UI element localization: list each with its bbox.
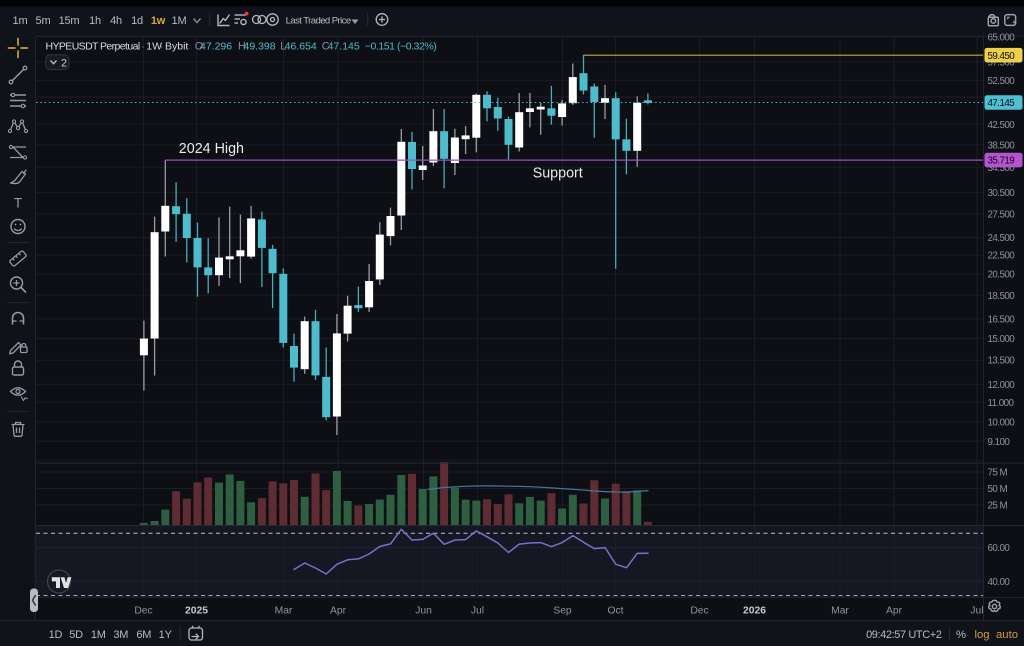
svg-text:HYPEUSDT Perpetual: HYPEUSDT Perpetual bbox=[46, 40, 140, 52]
svg-text:6M: 6M bbox=[136, 629, 151, 641]
svg-text:Dec: Dec bbox=[690, 606, 708, 617]
svg-text:Sep: Sep bbox=[553, 606, 572, 617]
svg-text:25 M: 25 M bbox=[988, 501, 1008, 512]
svg-text:log: log bbox=[974, 629, 989, 641]
svg-text:Apr: Apr bbox=[886, 606, 903, 617]
svg-text:47.145: 47.145 bbox=[988, 98, 1016, 109]
svg-text:1M: 1M bbox=[172, 15, 187, 27]
svg-text:·: · bbox=[141, 40, 145, 52]
svg-text:30.500: 30.500 bbox=[988, 188, 1016, 199]
svg-text:Last Traded Price: Last Traded Price bbox=[286, 15, 351, 26]
svg-text:%: % bbox=[956, 629, 966, 641]
svg-text:47.145: 47.145 bbox=[328, 40, 360, 52]
svg-text:Oct: Oct bbox=[607, 606, 623, 617]
svg-text:50 M: 50 M bbox=[988, 484, 1008, 495]
svg-text:13.500: 13.500 bbox=[988, 356, 1016, 367]
svg-text:57.500: 57.500 bbox=[988, 57, 1016, 68]
svg-text:1h: 1h bbox=[89, 15, 101, 27]
svg-text:40.00: 40.00 bbox=[988, 577, 1011, 588]
svg-text:22.500: 22.500 bbox=[988, 251, 1016, 262]
svg-text:auto: auto bbox=[996, 629, 1018, 641]
svg-text:42.500: 42.500 bbox=[988, 120, 1016, 131]
svg-text:Jun: Jun bbox=[415, 606, 432, 617]
svg-text:75 M: 75 M bbox=[988, 468, 1008, 479]
svg-text:L: L bbox=[280, 40, 286, 52]
svg-text:Apr: Apr bbox=[330, 606, 347, 617]
svg-text:Dec: Dec bbox=[134, 606, 152, 617]
svg-text:59.450: 59.450 bbox=[988, 51, 1016, 62]
svg-text:3M: 3M bbox=[113, 629, 128, 641]
svg-text:2: 2 bbox=[61, 57, 67, 69]
svg-text:52.500: 52.500 bbox=[988, 76, 1016, 87]
svg-text:27.500: 27.500 bbox=[988, 209, 1016, 220]
svg-text:46.654: 46.654 bbox=[285, 40, 317, 52]
svg-text:1W: 1W bbox=[146, 40, 162, 52]
svg-text:·: · bbox=[160, 40, 164, 52]
svg-text:1m: 1m bbox=[13, 15, 28, 27]
svg-text:Mar: Mar bbox=[275, 606, 293, 617]
svg-text:49.398: 49.398 bbox=[244, 40, 276, 52]
svg-text:2026: 2026 bbox=[743, 606, 766, 617]
svg-text:34.500: 34.500 bbox=[988, 163, 1016, 174]
svg-text:24.500: 24.500 bbox=[988, 233, 1016, 244]
svg-text:20.500: 20.500 bbox=[988, 270, 1016, 281]
svg-text:Jul: Jul bbox=[471, 606, 484, 617]
svg-text:10.000: 10.000 bbox=[988, 417, 1016, 428]
svg-text:11.000: 11.000 bbox=[988, 398, 1015, 409]
svg-text:C: C bbox=[322, 40, 330, 52]
svg-text:4h: 4h bbox=[110, 15, 122, 27]
svg-text:Mar: Mar bbox=[831, 606, 849, 617]
svg-text:15.000: 15.000 bbox=[988, 334, 1016, 345]
svg-text:1Y: 1Y bbox=[159, 629, 173, 641]
svg-text:T: T bbox=[14, 196, 22, 211]
svg-text:65.000: 65.000 bbox=[988, 32, 1016, 43]
svg-text:1D: 1D bbox=[49, 629, 63, 641]
svg-text:5D: 5D bbox=[69, 629, 83, 641]
svg-text:1M: 1M bbox=[91, 629, 106, 641]
svg-text:15m: 15m bbox=[59, 15, 80, 27]
svg-text:2024 High: 2024 High bbox=[179, 141, 244, 157]
svg-text:12.000: 12.000 bbox=[988, 380, 1016, 391]
svg-text:16.500: 16.500 bbox=[988, 314, 1016, 325]
svg-text:1w: 1w bbox=[151, 15, 166, 27]
svg-text:5m: 5m bbox=[36, 15, 51, 27]
svg-text:9.100: 9.100 bbox=[988, 437, 1011, 448]
svg-text:H: H bbox=[238, 40, 246, 52]
svg-text:O: O bbox=[195, 40, 203, 52]
svg-text:Bybit: Bybit bbox=[165, 40, 188, 52]
svg-text:2025: 2025 bbox=[185, 606, 208, 617]
svg-text:47.296: 47.296 bbox=[200, 40, 232, 52]
svg-text:−0.151 (−0.32%): −0.151 (−0.32%) bbox=[365, 40, 436, 52]
svg-text:18.500: 18.500 bbox=[988, 291, 1016, 302]
svg-text:Jul: Jul bbox=[970, 606, 983, 617]
svg-text:60.00: 60.00 bbox=[988, 543, 1011, 554]
svg-text:09:42:57 UTC+2: 09:42:57 UTC+2 bbox=[866, 629, 942, 641]
svg-text:38.500: 38.500 bbox=[988, 140, 1016, 151]
svg-text:Support: Support bbox=[533, 166, 583, 182]
svg-text:35.719: 35.719 bbox=[988, 156, 1015, 167]
svg-text:1d: 1d bbox=[131, 15, 143, 27]
